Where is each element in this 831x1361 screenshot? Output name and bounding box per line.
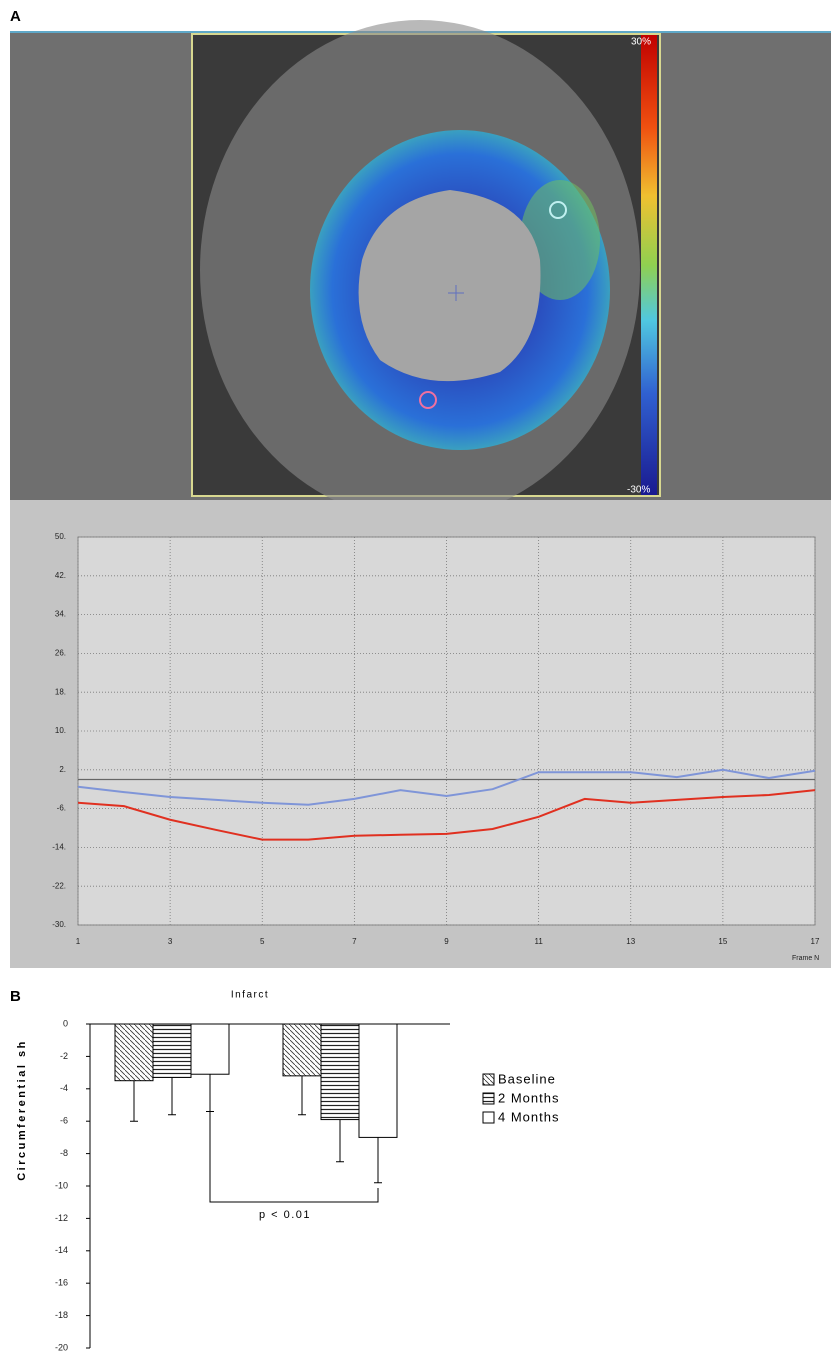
y-tick-label: 42. bbox=[55, 571, 66, 580]
bar bbox=[283, 1024, 321, 1076]
figure: A 30% -30% B 50. 42. 34. 26. 18. 10. 2. -6. -14.… bbox=[0, 0, 831, 1356]
colorbar-label: -30% bbox=[627, 485, 650, 496]
x-tick-label: 13 bbox=[626, 937, 635, 946]
y-tick-label: -22. bbox=[52, 881, 66, 890]
y-tick-label: -2 bbox=[60, 1051, 68, 1061]
y-tick-label: -4 bbox=[60, 1083, 68, 1093]
group-label: Infarct bbox=[231, 990, 269, 1001]
y-axis-label: Circumferential sh bbox=[16, 1039, 28, 1181]
x-tick-label: 17 bbox=[811, 937, 820, 946]
legend-label: 4 Months bbox=[498, 1109, 559, 1124]
legend-swatch bbox=[483, 1093, 494, 1104]
bar bbox=[191, 1024, 229, 1074]
x-tick-label: 3 bbox=[168, 937, 173, 946]
y-tick-label: 0 bbox=[63, 1018, 68, 1028]
bar bbox=[321, 1024, 359, 1120]
x-tick-label: 7 bbox=[352, 937, 357, 946]
legend-swatch bbox=[483, 1074, 494, 1085]
bar bbox=[153, 1024, 191, 1077]
y-tick-label: -10 bbox=[55, 1180, 68, 1190]
x-axis-label: Frame N bbox=[792, 955, 819, 962]
error-bar bbox=[374, 1137, 382, 1182]
legend-label: Baseline bbox=[498, 1071, 556, 1086]
y-tick-label: 18. bbox=[55, 687, 66, 696]
legend-swatch bbox=[483, 1112, 494, 1123]
y-tick-label: -14 bbox=[55, 1245, 68, 1255]
y-tick-label: 50. bbox=[55, 532, 66, 541]
x-tick-label: 15 bbox=[718, 937, 727, 946]
y-tick-label: -18 bbox=[55, 1310, 68, 1320]
legend-label: 2 Months bbox=[498, 1090, 559, 1105]
y-tick-label: -30. bbox=[52, 920, 66, 929]
error-bar bbox=[130, 1081, 138, 1122]
y-tick-label: 26. bbox=[55, 649, 66, 658]
error-bar bbox=[336, 1120, 344, 1162]
error-bar bbox=[298, 1076, 306, 1115]
x-tick-label: 11 bbox=[534, 937, 543, 946]
y-tick-label: 34. bbox=[55, 610, 66, 619]
significance-label: p < 0.01 bbox=[259, 1209, 311, 1221]
y-tick-label: -20 bbox=[55, 1342, 68, 1352]
y-tick-label: -6. bbox=[57, 804, 66, 813]
panel-label: B bbox=[10, 988, 21, 1005]
colorbar-label: 30% bbox=[631, 37, 651, 48]
x-tick-label: 5 bbox=[260, 937, 265, 946]
plot-area bbox=[78, 537, 815, 925]
error-bar bbox=[206, 1074, 214, 1111]
y-tick-label: 10. bbox=[55, 726, 66, 735]
y-tick-label: -12 bbox=[55, 1213, 68, 1223]
y-tick-label: 2. bbox=[59, 765, 66, 774]
bar bbox=[359, 1024, 397, 1137]
mri-image bbox=[192, 20, 660, 520]
y-tick-label: -8 bbox=[60, 1148, 68, 1158]
bar bbox=[115, 1024, 153, 1081]
panel-label: A bbox=[10, 8, 21, 25]
significance-bracket bbox=[210, 1112, 378, 1202]
y-tick-label: -14. bbox=[52, 843, 66, 852]
x-tick-label: 9 bbox=[444, 937, 449, 946]
error-bar bbox=[168, 1077, 176, 1114]
y-tick-label: -16 bbox=[55, 1278, 68, 1288]
x-tick-label: 1 bbox=[76, 937, 81, 946]
y-tick-label: -6 bbox=[60, 1116, 68, 1126]
